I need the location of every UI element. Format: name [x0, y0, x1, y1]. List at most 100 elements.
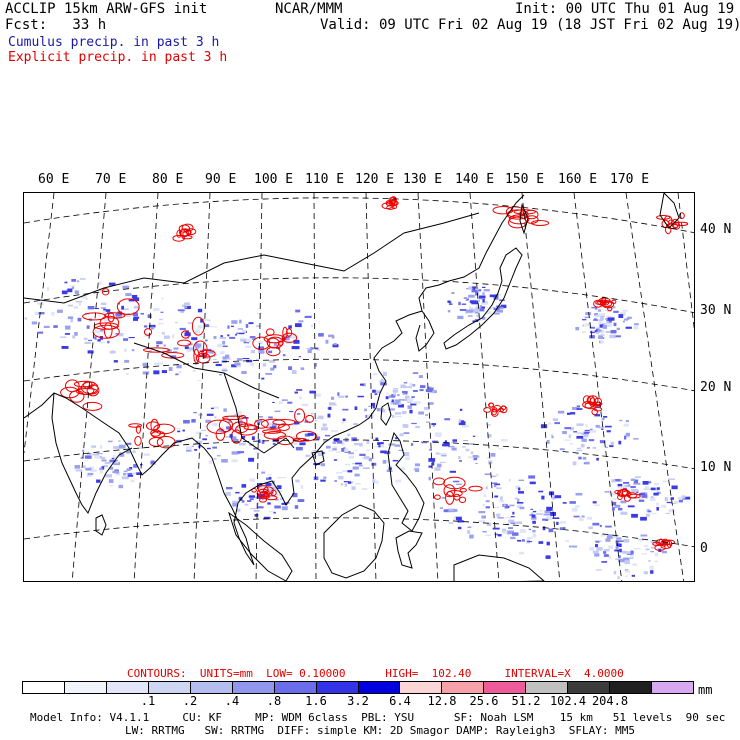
cumulus-precip-cell: [237, 508, 241, 512]
coastline-korea: [415, 310, 435, 352]
cumulus-precip-cell: [269, 510, 276, 513]
cumulus-precip-cell: [530, 508, 534, 510]
cumulus-precip-cell: [592, 330, 595, 333]
cumulus-precip-cell: [619, 419, 623, 422]
cumulus-precip-cell: [560, 521, 566, 524]
cumulus-precip-cell: [504, 505, 509, 509]
explicit-precip-contour: [453, 493, 461, 501]
cumulus-precip-cell: [270, 423, 277, 428]
cumulus-precip-cell: [499, 500, 505, 503]
cumulus-precip-cell: [474, 310, 479, 314]
colorbar-tick-label: 1.6: [305, 694, 327, 708]
cumulus-precip-cell: [608, 555, 611, 559]
colorbar-swatch: [652, 682, 693, 693]
colorbar-swatch: [568, 682, 611, 693]
cumulus-precip-cell: [253, 510, 260, 512]
cumulus-precip-cell: [491, 475, 497, 477]
cumulus-precip-cell: [620, 511, 628, 515]
cumulus-precip-cell: [362, 467, 370, 469]
cumulus-precip-cell: [590, 428, 593, 430]
cumulus-precip-cell: [610, 441, 614, 446]
cumulus-precip-cell: [593, 319, 599, 321]
cumulus-precip-cell: [226, 487, 233, 490]
cumulus-precip-cell: [265, 488, 272, 492]
cumulus-precip-cell: [582, 456, 587, 460]
cumulus-precip-cell: [674, 501, 679, 504]
cumulus-precip-cell: [453, 517, 456, 521]
model-info-line1: Model Info: V4.1.1 CU: KF MP: WDM 6class…: [30, 711, 726, 724]
cumulus-precip-cell: [130, 479, 135, 483]
cumulus-precip-cell: [479, 308, 485, 312]
cumulus-precip-cell: [123, 472, 126, 476]
cumulus-precip-cell: [341, 448, 346, 452]
cumulus-precip-cell: [414, 463, 420, 467]
legend-cumulus: Cumulus precip. in past 3 h: [8, 35, 220, 50]
cumulus-precip-cell: [468, 300, 472, 303]
cumulus-precip-cell: [409, 409, 413, 414]
cumulus-precip-cell: [386, 392, 389, 395]
cumulus-precip-cell: [307, 349, 312, 354]
cumulus-precip-cell: [614, 479, 621, 482]
cumulus-precip-cell: [538, 541, 544, 544]
cumulus-precip-cell: [509, 504, 515, 507]
cumulus-precip-cell: [624, 560, 630, 565]
cumulus-precip-cell: [373, 373, 378, 376]
cumulus-precip-cell: [374, 393, 378, 395]
cumulus-precip-cell: [470, 286, 477, 290]
cumulus-precip-cell: [486, 424, 491, 426]
cumulus-precip-cell: [197, 308, 203, 313]
cumulus-precip-cell: [644, 486, 649, 489]
cumulus-precip-cell: [420, 385, 426, 389]
cumulus-precip-cell: [618, 440, 622, 445]
cumulus-precip-cell: [653, 492, 659, 496]
cumulus-precip-cell: [573, 515, 580, 518]
cumulus-precip-cell: [478, 520, 486, 523]
cumulus-precip-cell: [295, 346, 300, 350]
cumulus-precip-cell: [297, 499, 305, 502]
cumulus-precip-cell: [634, 323, 639, 326]
explicit-precip-contour: [272, 419, 297, 426]
cumulus-precip-cell: [151, 292, 155, 295]
cumulus-precip-cell: [632, 563, 637, 566]
cumulus-precip-cell: [317, 452, 323, 457]
cumulus-precip-cell: [256, 502, 259, 506]
cumulus-precip-cell: [332, 448, 337, 451]
cumulus-precip-cell: [608, 534, 615, 536]
cumulus-precip-cell: [492, 307, 497, 309]
cumulus-precip-cell: [518, 491, 524, 494]
explicit-precip-contour: [257, 491, 266, 499]
colorbar-swatch: [400, 682, 443, 693]
cumulus-precip-cell: [332, 441, 337, 444]
cumulus-precip-cell: [43, 325, 50, 328]
cumulus-precip-cell: [508, 519, 515, 523]
cumulus-precip-cell: [64, 333, 70, 335]
colorbar-swatch: [190, 682, 233, 693]
cumulus-precip-cell: [359, 464, 363, 467]
cumulus-precip-cell: [455, 516, 462, 521]
lon-label: 100 E: [254, 172, 294, 187]
cumulus-precip-cell: [532, 510, 537, 513]
cumulus-precip-cell: [548, 422, 552, 425]
cumulus-precip-cell: [413, 401, 421, 404]
cumulus-precip-cell: [201, 429, 207, 431]
lon-label: 70 E: [95, 172, 127, 187]
cumulus-precip-cell: [624, 435, 627, 440]
cumulus-precip-cell: [254, 514, 259, 517]
cumulus-precip-cell: [428, 458, 436, 462]
cumulus-precip-cell: [273, 512, 276, 514]
cumulus-precip-cell: [223, 408, 227, 412]
cumulus-precip-cell: [118, 440, 121, 442]
cumulus-precip-cell: [118, 444, 126, 449]
colorbar-swatch: [106, 682, 149, 693]
explicit-precip-contour: [116, 298, 140, 315]
explicit-precip-contour: [263, 486, 274, 495]
explicit-precip-contour: [148, 437, 164, 447]
cumulus-precip-cell: [232, 502, 238, 507]
colorbar-unit: mm: [698, 683, 713, 697]
cumulus-precip-cell: [486, 457, 492, 459]
cumulus-precip-cell: [118, 484, 124, 489]
cumulus-precip-cell: [654, 552, 659, 557]
cumulus-precip-cell: [496, 513, 501, 517]
cumulus-precip-cell: [250, 363, 255, 367]
cumulus-precip-cell: [338, 395, 345, 398]
